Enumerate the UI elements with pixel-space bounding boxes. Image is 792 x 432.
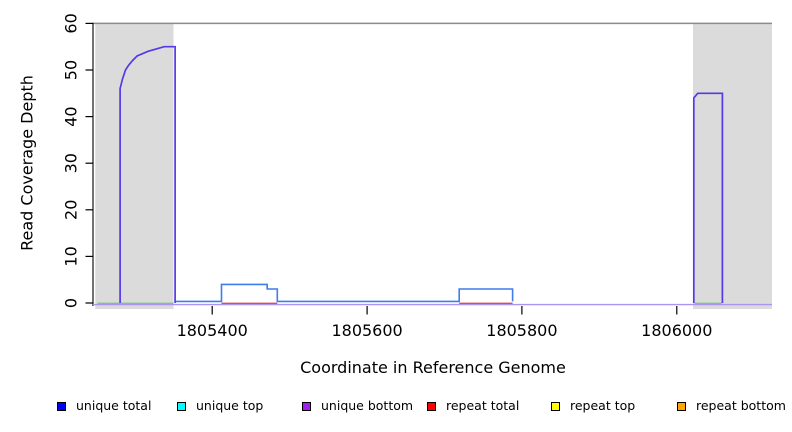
legend-swatch-icon: [677, 401, 686, 411]
legend-item-repeat-bottom: repeat bottom: [677, 399, 786, 413]
y-tick-label: 40: [62, 106, 81, 126]
legend-swatch-icon: [551, 401, 560, 411]
y-tick-label: 60: [62, 13, 81, 33]
legend-label: unique total: [76, 398, 152, 413]
legend-swatch-icon: [427, 401, 436, 411]
y-axis-title: Read Coverage Depth: [17, 75, 37, 251]
legend-label: repeat bottom: [696, 398, 786, 413]
shaded-region: [95, 22, 174, 309]
x-tick-label: 1805600: [331, 321, 402, 340]
legend-swatch-icon: [302, 401, 311, 411]
y-tick-label: 10: [62, 246, 81, 266]
legend-label: repeat total: [446, 398, 520, 413]
y-tick-label: 30: [62, 153, 81, 173]
legend-swatch-icon: [57, 401, 66, 411]
x-axis-title: Coordinate in Reference Genome: [300, 358, 566, 377]
legend: unique total unique top unique bottom repea…: [0, 399, 792, 419]
series-line-unique-total-plus-bottom-peaks: [119, 45, 176, 303]
legend-item-repeat-total: repeat total: [427, 399, 519, 413]
y-tick-label: 20: [62, 200, 81, 220]
x-tick-label: 1805800: [486, 321, 557, 340]
y-tick-label: 0: [62, 298, 81, 308]
legend-swatch-icon: [177, 401, 186, 411]
legend-label: unique bottom: [321, 398, 414, 413]
legend-item-unique-top: unique top: [177, 399, 263, 413]
x-tick-label: 1806000: [641, 321, 712, 340]
series-line-unique-total: [175, 283, 514, 303]
coverage-plot-svg: 0 10 20 30 40 50 60 1805400 1805600 1805800 180600…: [62, 13, 772, 340]
legend-item-unique-bottom: unique bottom: [302, 399, 413, 413]
legend-item-repeat-top: repeat top: [551, 399, 635, 413]
legend-label: unique top: [196, 398, 264, 413]
legend-label: repeat top: [570, 398, 636, 413]
x-tick-label: 1805400: [177, 321, 248, 340]
legend-item-unique-total: unique total: [57, 399, 151, 413]
series-line-unique-total-plus-bottom-peaks: [692, 92, 724, 303]
y-tick-label: 50: [62, 60, 81, 80]
shaded-region: [693, 22, 772, 309]
